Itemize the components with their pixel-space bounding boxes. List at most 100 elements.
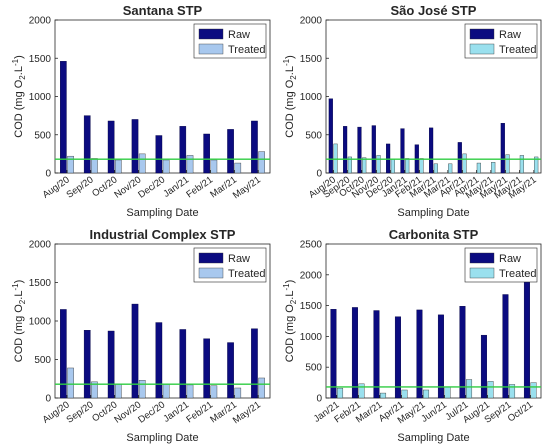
bar-treated-4 — [376, 155, 381, 174]
bar-treated-8 — [487, 381, 494, 399]
x-tick-label: May/21 — [231, 399, 263, 426]
bar-raw-3 — [107, 120, 115, 174]
legend-swatch-treated — [469, 43, 495, 55]
bar-treated-6 — [444, 386, 451, 399]
bar-treated-8 — [433, 163, 438, 174]
x-tick-label: Dec/20 — [136, 399, 167, 425]
bar-raw-1 — [328, 98, 333, 174]
legend-label-raw: Raw — [228, 253, 250, 265]
bar-treated-5 — [423, 389, 430, 399]
x-axis-label: Sampling Date — [126, 207, 198, 219]
bar-raw-2 — [83, 330, 91, 399]
y-axis-label: COD (mg O2.L-1) — [282, 280, 298, 363]
bar-treated-11 — [476, 162, 481, 174]
x-axis-label: Sampling Date — [397, 207, 469, 219]
bar-treated-5 — [162, 159, 170, 174]
bar-treated-4 — [401, 389, 408, 399]
bar-raw-8 — [227, 342, 234, 399]
bar-treated-6 — [405, 158, 410, 174]
bar-treated-7 — [210, 159, 218, 174]
bar-treated-4 — [138, 380, 146, 399]
bar-treated-8 — [234, 387, 242, 399]
y-tick-label: 1000 — [300, 332, 323, 343]
legend-label-treated: Treated — [499, 268, 537, 280]
bar-treated-6 — [186, 384, 194, 399]
legend-label-treated: Treated — [228, 268, 266, 280]
bar-raw-5 — [416, 309, 423, 399]
bar-treated-10 — [462, 153, 467, 174]
bar-raw-6 — [179, 329, 187, 399]
bar-treated-3 — [380, 392, 387, 399]
y-tick-label: 500 — [34, 355, 51, 366]
bar-raw-3 — [357, 126, 362, 174]
bar-treated-15 — [534, 156, 539, 174]
bar-raw-7 — [459, 306, 466, 399]
bar-raw-9 — [251, 120, 258, 174]
bar-raw-10 — [457, 142, 462, 174]
bar-treated-13 — [505, 154, 510, 174]
legend-label-raw: Raw — [499, 29, 521, 41]
y-tick-label: 2000 — [29, 240, 52, 251]
x-axis-label: Sampling Date — [397, 432, 469, 444]
y-tick-label: 2000 — [300, 270, 323, 281]
chart-panel-3: Industrial Complex STP0500100015002000Au… — [11, 227, 271, 444]
x-tick-label: Oct/21 — [506, 399, 535, 424]
y-tick-label: 1500 — [29, 278, 52, 289]
y-tick-label: 500 — [34, 130, 51, 141]
y-tick-label: 0 — [45, 394, 51, 405]
bar-raw-1 — [330, 309, 337, 399]
bar-treated-3 — [115, 159, 122, 174]
bar-raw-3 — [107, 330, 115, 399]
bar-treated-7 — [466, 379, 473, 399]
bar-treated-1 — [67, 367, 74, 399]
y-tick-label: 1500 — [29, 54, 52, 65]
bar-raw-8 — [227, 129, 234, 174]
bar-treated-2 — [91, 381, 98, 399]
legend-swatch-raw — [198, 28, 224, 40]
y-axis-label: COD (mg O2.L-1) — [282, 55, 298, 138]
chart-panel-1: Santana STP0500100015002000Aug/20Sep/20O… — [11, 3, 271, 219]
bar-raw-9 — [502, 294, 509, 399]
legend: Raw Treated — [193, 247, 267, 283]
legend-label-raw: Raw — [228, 29, 250, 41]
bar-treated-6 — [186, 155, 194, 174]
bar-raw-8 — [480, 334, 487, 399]
bar-treated-2 — [358, 383, 365, 399]
bar-raw-5 — [155, 135, 163, 174]
bar-raw-4 — [131, 119, 139, 174]
bar-treated-10 — [530, 382, 537, 399]
y-tick-label: 1000 — [29, 92, 52, 103]
y-tick-label: 1500 — [300, 301, 323, 312]
x-tick-label: Sep/20 — [65, 399, 96, 425]
legend-label-treated: Treated — [228, 44, 266, 56]
chart-title: Santana STP — [123, 3, 203, 18]
bar-raw-9 — [251, 328, 258, 399]
legend-swatch-raw — [469, 28, 495, 40]
x-tick-label: Feb/21 — [184, 174, 215, 200]
bar-raw-2 — [83, 115, 91, 174]
bar-treated-5 — [162, 383, 170, 399]
y-tick-label: 2500 — [300, 240, 323, 251]
bar-raw-7 — [203, 133, 210, 174]
bar-treated-7 — [210, 385, 218, 399]
chart-panel-4: Carbonita STP05001000150020002500Jan/21F… — [282, 227, 542, 444]
bar-raw-13 — [500, 123, 505, 174]
bar-raw-4 — [394, 316, 401, 399]
bar-treated-2 — [91, 158, 98, 174]
x-axis-label: Sampling Date — [126, 432, 198, 444]
x-tick-label: Dec/20 — [136, 174, 167, 200]
legend-swatch-treated — [198, 43, 224, 55]
bar-raw-2 — [351, 307, 358, 399]
legend-label-treated: Treated — [499, 44, 537, 56]
y-tick-label: 1000 — [300, 92, 323, 103]
legend-swatch-treated — [198, 267, 224, 279]
bar-treated-9 — [509, 384, 516, 399]
bar-raw-6 — [437, 314, 444, 399]
bar-raw-5 — [386, 143, 391, 174]
y-tick-label: 1000 — [29, 317, 52, 328]
bar-raw-6 — [400, 128, 405, 174]
bar-raw-8 — [429, 127, 434, 174]
bar-raw-2 — [343, 126, 348, 174]
legend: Raw Treated — [464, 247, 538, 283]
chart-title: São José STP — [391, 3, 477, 18]
